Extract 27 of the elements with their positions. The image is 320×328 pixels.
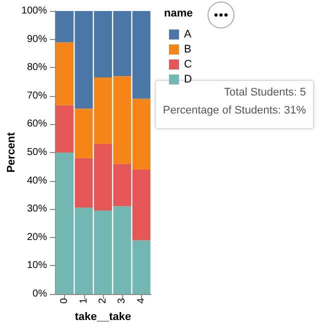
x-tick-label: 1 xyxy=(78,298,90,304)
y-tick-label: 70% xyxy=(26,90,48,102)
y-tick-label: 0% xyxy=(32,288,48,300)
y-tick-label: 60% xyxy=(26,118,48,130)
x-tick-label: 2 xyxy=(98,298,108,304)
legend-label: C xyxy=(184,58,192,70)
bar xyxy=(56,105,74,152)
legend-title: name xyxy=(164,8,193,20)
text: Total Students: 5 xyxy=(224,86,306,98)
legend-label: D xyxy=(184,74,192,86)
y-tick-label: 90% xyxy=(26,34,48,45)
y-tick-label: 10% xyxy=(26,260,48,272)
y-tick-label: 30% xyxy=(26,204,48,215)
y-tick-label: 20% xyxy=(26,232,48,243)
text: Percentage of Students: 31% xyxy=(162,104,306,116)
bar xyxy=(56,42,74,106)
x-axis-title: take__take xyxy=(74,310,132,323)
y-tick-label: 100% xyxy=(21,6,48,16)
legend-label: A xyxy=(184,28,192,40)
x-tick-label: 0 xyxy=(59,298,70,304)
y-tick-label: 80% xyxy=(26,62,48,74)
y-axis-title: Percent xyxy=(6,132,18,173)
y-tick-label: 40% xyxy=(26,175,48,186)
legend-label: B xyxy=(184,44,192,56)
y-tick-label: 50% xyxy=(26,147,48,158)
x-tick-label: 4 xyxy=(136,298,147,304)
x-tick-label: 3 xyxy=(116,298,128,304)
